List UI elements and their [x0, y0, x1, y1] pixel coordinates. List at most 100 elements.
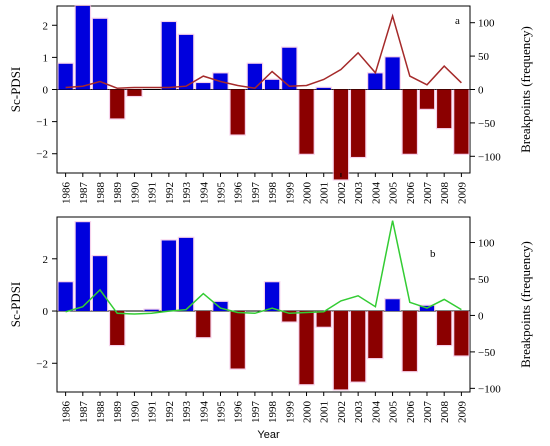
panel-a-bar-2000 — [299, 89, 314, 154]
panel-a-bar-1986 — [58, 63, 73, 90]
panel-b-bar-1986 — [58, 282, 73, 312]
panel-b-bar-1992 — [161, 240, 176, 312]
panel-a-xtick-label: 2001 — [319, 182, 331, 204]
panel-b-xtick-label: 1998 — [267, 401, 279, 424]
panel-a-ytick-label: −1 — [36, 117, 48, 129]
panel-a-y2tick-label: −50 — [478, 118, 496, 130]
panel-b-bar-2003 — [351, 311, 366, 382]
panel-b-bar-1993 — [178, 237, 194, 312]
panel-b-breakpoints-line — [65, 220, 462, 315]
panel-b-bar-1999 — [282, 311, 297, 322]
panel-b-bar-1996 — [230, 311, 245, 369]
panel-a-xtick-label: 2006 — [405, 182, 417, 205]
panel-a-xtick-label: 1986 — [61, 182, 73, 205]
panel-b-xtick-label: 2003 — [353, 401, 365, 424]
panel-a-bar-1997 — [247, 63, 262, 90]
panel-a-bar-1999 — [282, 47, 297, 90]
panel-b-xtick-label: 1993 — [181, 401, 193, 424]
panel-b-y-axis-title: Sc-PDSI — [8, 282, 23, 328]
panel-b-bar-2005 — [385, 299, 400, 312]
panel-a-xtick-label: 2007 — [422, 182, 434, 205]
panel-a-y2tick-label: 0 — [478, 85, 484, 97]
panel-a-bar-2003 — [351, 89, 366, 157]
panel-b-bar-1989 — [110, 311, 125, 345]
panel-b-xtick-label: 1986 — [61, 401, 73, 424]
panel-a-bar-2008 — [437, 89, 452, 129]
panel-a-bar-2007 — [419, 89, 435, 109]
panel-a-bar-2004 — [368, 73, 383, 90]
panel-a-xtick-label: 1988 — [95, 182, 107, 205]
panel-a-xtick-label: 2003 — [353, 182, 365, 205]
panel-a-xtick-label: 1990 — [129, 182, 141, 205]
panel-a-breakpoints-line — [65, 13, 462, 89]
panel-a-bar-1994 — [196, 83, 211, 90]
panel-a-bar-1993 — [178, 34, 194, 90]
panel-b-plot-frame — [56, 216, 471, 393]
panel-a-xtick-label: 1997 — [250, 182, 262, 205]
panel-a-xtick-label: 1994 — [198, 182, 210, 205]
panel-a-bar-2006 — [402, 89, 417, 154]
panel-a-xtick-label: 1996 — [233, 182, 245, 205]
panel-b-xtick-label: 1988 — [95, 401, 107, 424]
panel-b-bar-1995 — [213, 301, 228, 312]
panel-a-y2-axis-title: Breakpoints (frequency) — [518, 26, 533, 153]
panel-a-xtick-label: 2009 — [456, 182, 468, 205]
panel-b-xtick-label: 1991 — [147, 401, 159, 423]
panel-a-bar-1992 — [161, 22, 176, 90]
panel-b-xtick-label: 1999 — [284, 401, 296, 424]
panel-b-xtick-label: 1990 — [129, 401, 141, 424]
panel-b-xtick-label: 1992 — [164, 401, 176, 423]
panel-b-ytick-label: 2 — [43, 254, 49, 266]
panel-b-xtick-label: 2000 — [302, 401, 314, 424]
panel-a-y-axis-title: Sc-PDSI — [8, 67, 23, 113]
panel-a-ytick-label: −2 — [36, 149, 48, 161]
panel-a-xtick-label: 2008 — [439, 182, 451, 205]
panel-b-y2tick-label: −50 — [478, 347, 496, 359]
panel-b-xtick-label: 2004 — [370, 401, 382, 424]
panel-b-bar-1994 — [196, 311, 211, 338]
panel-a-bar-2002 — [333, 89, 349, 180]
panel-a-xtick-label: 1998 — [267, 182, 279, 205]
panel-a-bar-1998 — [265, 79, 280, 90]
panel-b-ytick-label: −2 — [36, 358, 48, 370]
panel-a-ytick-label: 1 — [43, 52, 49, 64]
panel-b-bar-2009 — [454, 311, 469, 356]
panel-b-y2tick-label: 100 — [478, 238, 495, 250]
panel-b-xtick-label: 2007 — [422, 401, 434, 424]
panel-a-xtick-label: 1991 — [147, 182, 159, 204]
panel-b-xtick-label: 2005 — [388, 401, 400, 424]
panel-a-xtick-label: 2000 — [302, 182, 314, 205]
panel-b-bar-1998 — [265, 282, 280, 312]
panel-b-xtick-label: 1995 — [215, 401, 227, 424]
panel-a-bar-1990 — [127, 89, 142, 96]
panel-b-x-axis-title: Year — [257, 429, 280, 441]
panel-b-bar-2006 — [402, 311, 417, 372]
panel-a-xtick-label: 2004 — [370, 182, 382, 205]
panel-a-xtick-label: 2005 — [388, 182, 400, 205]
panel-b-bar-2004 — [368, 311, 383, 359]
panel-a-bar-1989 — [110, 89, 125, 119]
panel-b-xtick-label: 1987 — [78, 401, 90, 424]
panel-a-y2tick-label: 100 — [478, 18, 495, 30]
panel-a-xtick-label: 1999 — [284, 182, 296, 205]
panel-a-bar-2009 — [454, 89, 469, 154]
panel-a-ytick-label: 0 — [43, 85, 49, 97]
panel-a-xtick-label: 1987 — [78, 182, 90, 205]
panel-b-xtick-label: 2002 — [336, 401, 348, 423]
panel-a-y2tick-label: 50 — [478, 51, 490, 63]
panel-b-xtick-label: 1996 — [233, 401, 245, 424]
panel-b-bar-2002 — [333, 311, 349, 390]
panel-a-y2tick-label: −100 — [478, 151, 501, 163]
panel-a-xtick-label: 1995 — [215, 182, 227, 205]
panel-a-xtick-label: 1992 — [164, 182, 176, 204]
panel-a-ytick-label: 2 — [43, 20, 49, 32]
panel-b-ytick-label: 0 — [43, 306, 49, 318]
panel-a-bar-2001 — [316, 87, 331, 90]
panel-b-bar-2000 — [299, 311, 314, 385]
panel-b-bar-1987 — [75, 222, 90, 312]
panel-b-xtick-label: 1997 — [250, 401, 262, 424]
panel-a-bar-1996 — [230, 89, 245, 135]
panel-b-bar-1988 — [92, 256, 108, 312]
panel-b-y2-axis-title: Breakpoints (frequency) — [518, 241, 533, 368]
